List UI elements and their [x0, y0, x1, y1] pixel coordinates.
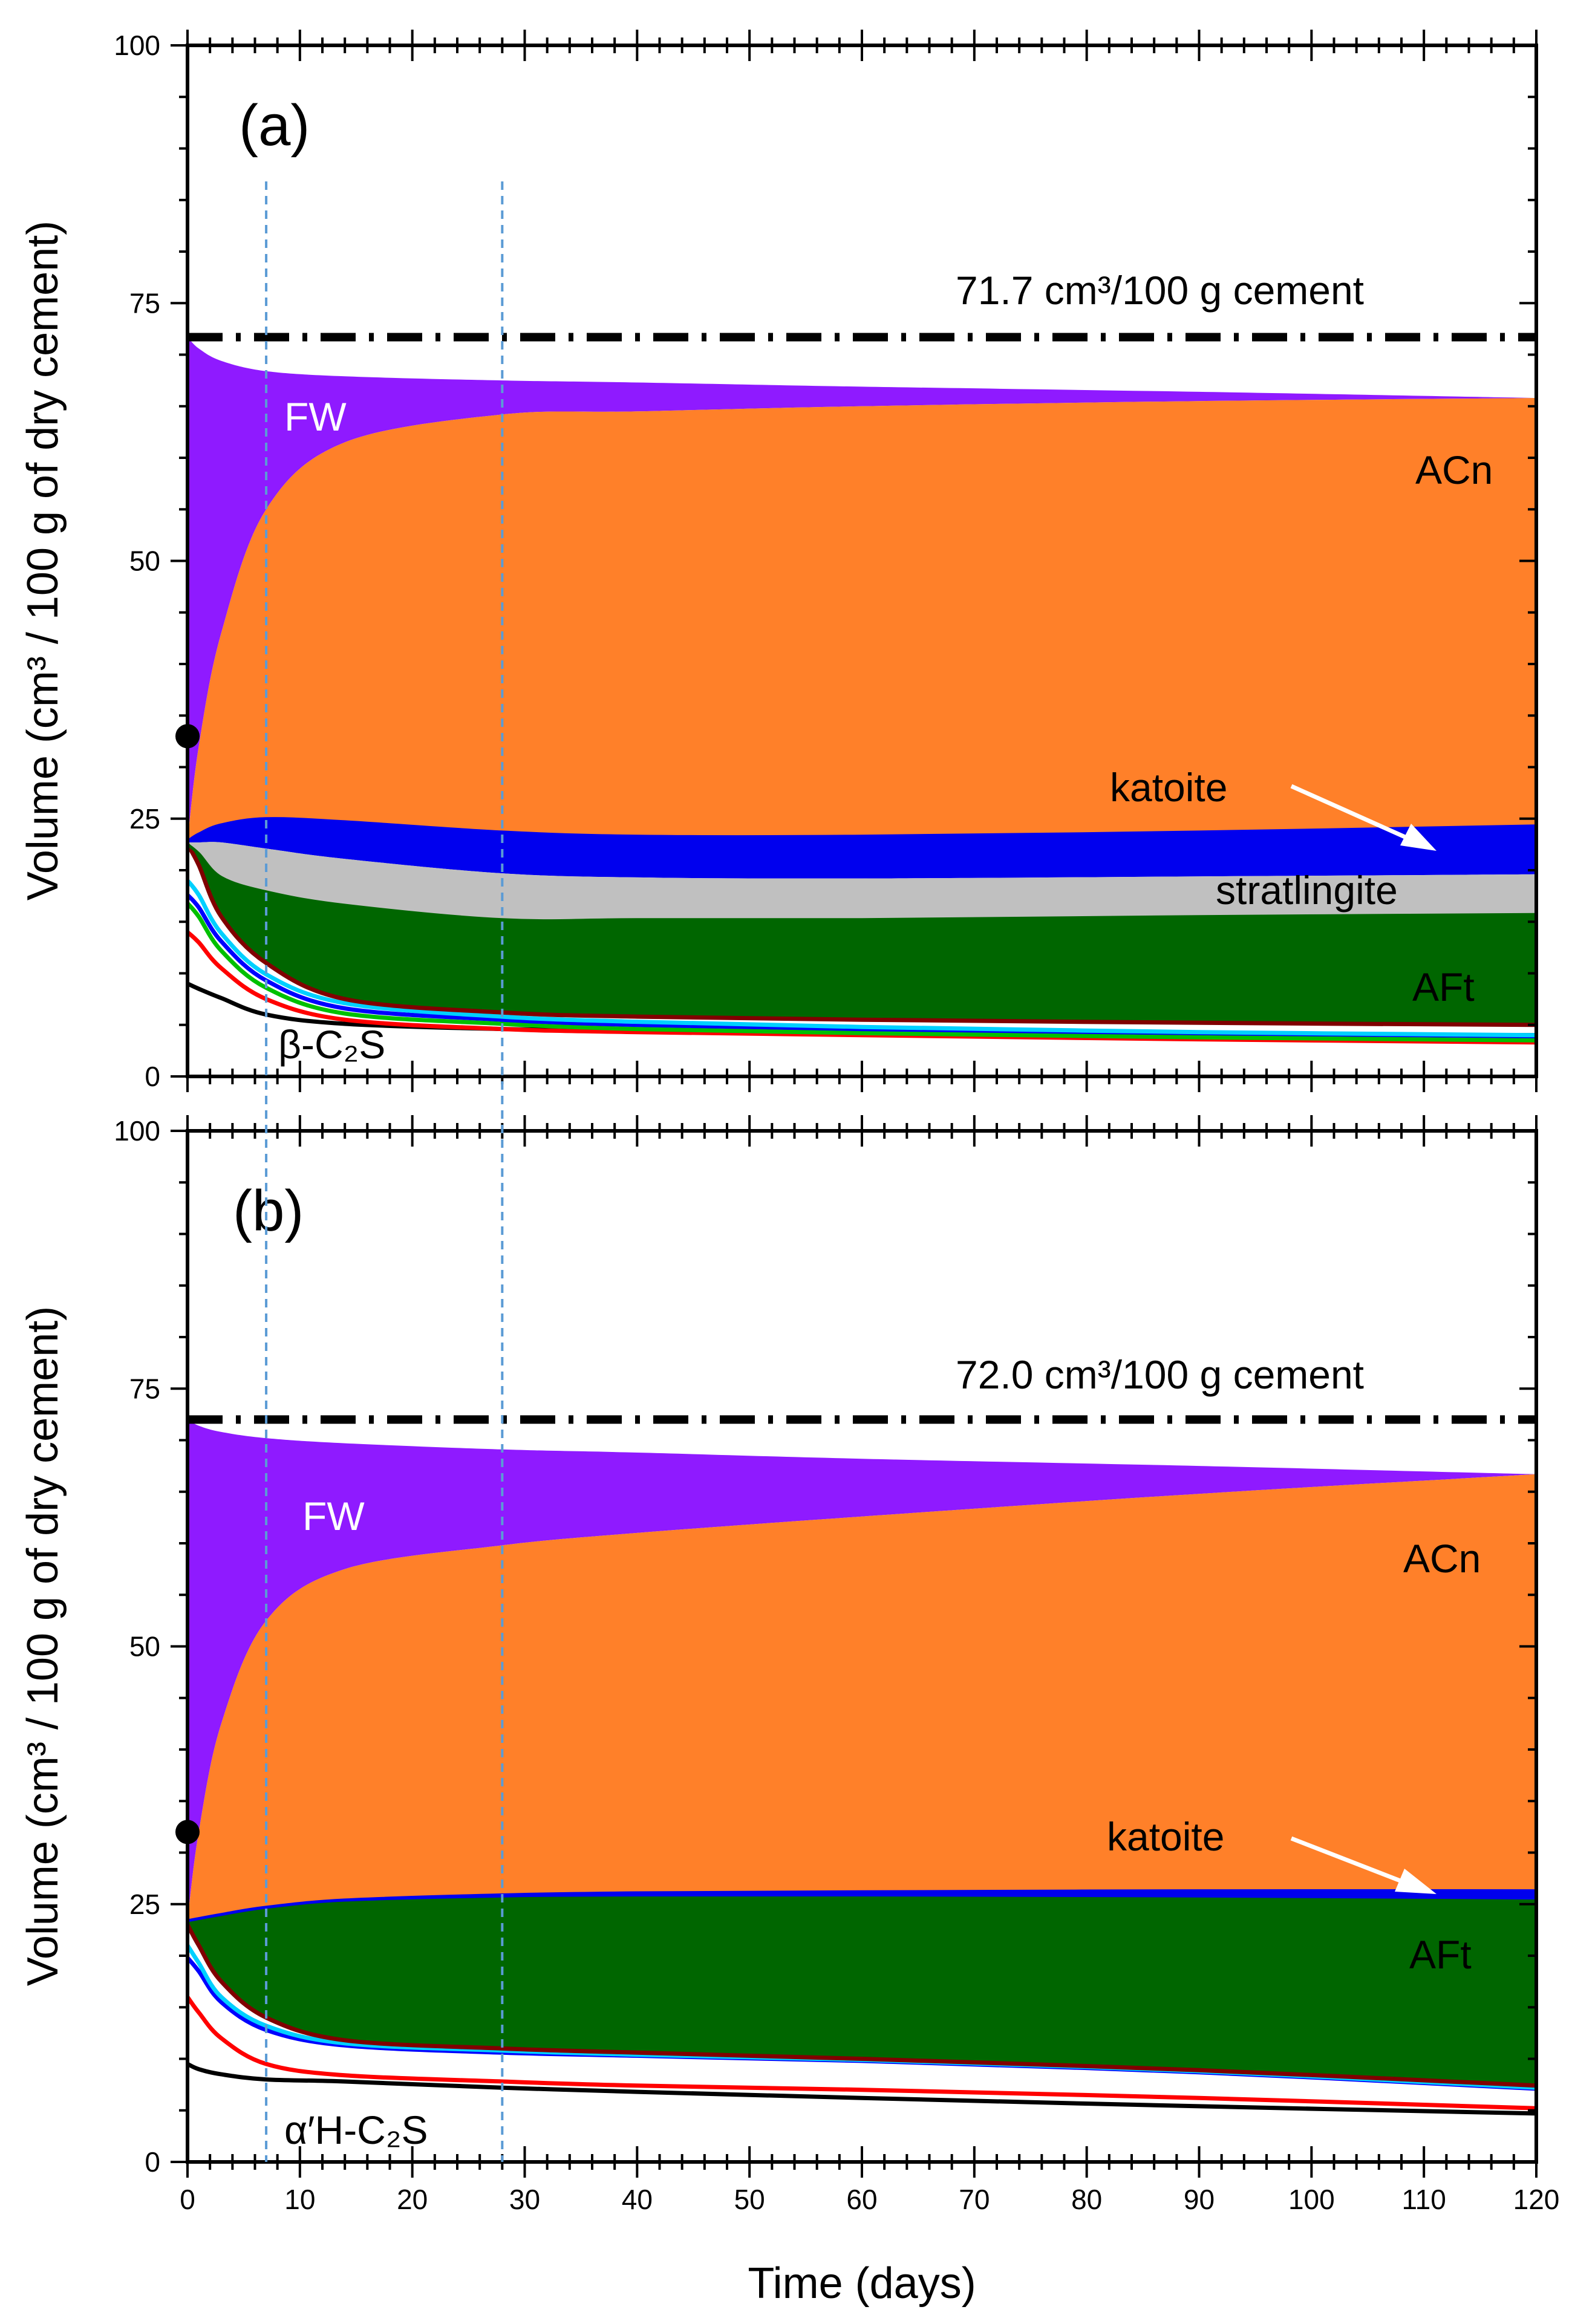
panel-a-aft-label: AFt — [1412, 965, 1475, 1009]
panel-a-line-green — [188, 902, 1536, 1043]
panel-b: 72.0 cm³/100 g cement (b) FW ACn katoite… — [114, 1115, 1559, 2215]
panel-b-line-katoite — [188, 1889, 1536, 1922]
xtick-label: 40 — [622, 2184, 653, 2215]
panel-b-line-black — [188, 2062, 1536, 2116]
panel-b-area-aft — [188, 1898, 1536, 2086]
panel-b-area-minor-phases — [188, 1924, 1536, 2162]
xtick-label: 10 — [284, 2184, 315, 2215]
panel-a-reference-label: 71.7 cm³/100 g cement — [956, 268, 1364, 313]
panel-b-area-acn — [188, 1474, 1536, 1921]
xtick-label: 80 — [1071, 2184, 1102, 2215]
panel-b-ticks: 0 25 50 75 100 0 10 20 30 40 50 60 70 80 90 100 110 120 — [114, 1115, 1559, 2215]
panel-b-ytick-label: 0 — [145, 2146, 160, 2178]
xtick-label: 110 — [1401, 2184, 1446, 2215]
panel-b-c2s-label: α′H-C₂S — [284, 2108, 428, 2152]
panel-a-katoite-arrowhead — [1400, 824, 1437, 851]
panel-a-area-aft — [188, 844, 1536, 1025]
panel-a-line-aft — [188, 843, 1536, 923]
panel-b-katoite-arrow — [1290, 1836, 1401, 1883]
y-axis-title-a: Volume (cm³ / 100 g of dry cement) — [19, 221, 67, 900]
panel-a-areas — [188, 337, 1536, 1076]
panel-a-line-darkred — [188, 843, 1536, 1027]
panel-a-acn-label: ACn — [1415, 448, 1493, 492]
panel-b-line-red — [188, 1996, 1536, 2111]
panel-a-area-strat — [188, 842, 1536, 921]
panel-a-fw-label: FW — [284, 394, 347, 439]
panel-b-reference-label: 72.0 cm³/100 g cement — [956, 1352, 1364, 1397]
xtick-label: 60 — [846, 2184, 877, 2215]
x-axis-title: Time (days) — [748, 2259, 976, 2308]
panel-a-katoite-label: katoite — [1110, 765, 1227, 810]
panel-b-plot-area — [188, 1419, 1536, 2162]
panel-a-ytick-label: 0 — [145, 1061, 160, 1092]
panel-b-lines — [188, 1889, 1536, 2116]
panel-b-ytick-label: 75 — [129, 1373, 160, 1404]
panel-a-lines — [188, 817, 1536, 1045]
panel-b-katoite-arrowhead — [1395, 1869, 1437, 1894]
xtick-label: 30 — [509, 2184, 540, 2215]
xtick-label: 20 — [397, 2184, 428, 2215]
vertical-markers — [265, 181, 504, 2162]
panel-b-aft-label: AFt — [1409, 1932, 1472, 1977]
panel-a-ytick-label: 25 — [129, 803, 160, 835]
panel-b-acn-label: ACn — [1403, 1536, 1481, 1581]
panel-b-katoite-label: katoite — [1107, 1814, 1224, 1859]
panel-b-line-darkred — [188, 1924, 1536, 2088]
panel-a-line-cyan — [188, 879, 1536, 1038]
panel-a-plot-area — [188, 337, 1536, 1076]
panel-a-ytick-label: 75 — [129, 287, 160, 319]
xtick-label: 90 — [1184, 2184, 1215, 2215]
panel-a-katoite-arrow — [1290, 784, 1407, 840]
panel-b-ytick-label: 100 — [114, 1115, 160, 1147]
panel-a-ticks: 0 25 50 75 100 — [114, 30, 1538, 1092]
panel-a-area-fw — [188, 337, 1536, 842]
panel-b-label: (b) — [233, 1179, 304, 1243]
xtick-label: 50 — [734, 2184, 765, 2215]
y-axis-title-b: Volume (cm³ / 100 g of dry cement) — [19, 1306, 67, 1986]
panel-a-ytick-label: 100 — [114, 30, 160, 61]
panel-b-area-fw — [188, 1419, 1536, 1921]
xtick-label: 100 — [1288, 2184, 1335, 2215]
panel-b-areas — [188, 1419, 1536, 2162]
panel-a: 71.7 cm³/100 g cement (a) FW ACn katoite… — [114, 30, 1538, 1092]
panel-b-ytick-label: 25 — [129, 1889, 160, 1920]
panel-b-fw-label: FW — [302, 1494, 365, 1538]
panel-a-ytick-label: 50 — [129, 545, 160, 577]
panel-a-stratlingite-label: stratlingite — [1216, 868, 1398, 913]
panel-a-line-katoite — [188, 817, 1536, 843]
panel-b-ytick-label: 50 — [129, 1631, 160, 1662]
panel-a-area-acn — [188, 398, 1536, 842]
xtick-label: 0 — [180, 2184, 195, 2215]
panel-a-label: (a) — [239, 93, 310, 158]
xtick-label: 120 — [1513, 2184, 1560, 2215]
panel-a-c2s-label: β-C₂S — [278, 1022, 385, 1067]
xtick-label: 70 — [959, 2184, 990, 2215]
